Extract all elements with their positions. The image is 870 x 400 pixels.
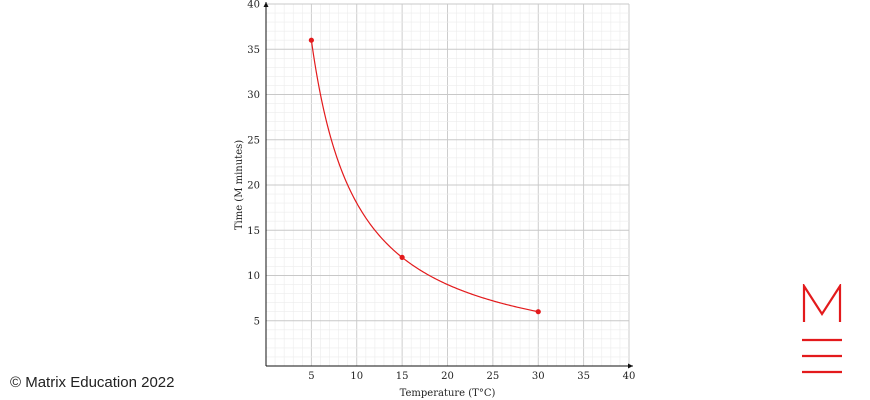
y-tick-label: 25 [247, 135, 260, 146]
chart-axes [263, 2, 633, 369]
series-curve [310, 40, 539, 313]
data-point [535, 309, 541, 315]
matrix-m-logo-icon [802, 284, 842, 374]
y-tick-label: 40 [247, 0, 260, 11]
y-tick-label: 10 [247, 271, 260, 282]
x-tick-label: 30 [532, 371, 545, 382]
x-tick-label: 35 [577, 371, 590, 382]
chart-grid [265, 3, 630, 367]
y-axis-label: Time (M minutes) [234, 140, 245, 230]
data-point [399, 254, 405, 260]
copyright-text: © Matrix Education 2022 [10, 374, 175, 391]
x-tick-label: 15 [396, 371, 409, 382]
x-tick-label: 25 [487, 371, 500, 382]
x-axis-label: Temperature (T°C) [400, 388, 496, 399]
x-tick-label: 40 [623, 371, 636, 382]
x-tick-label: 10 [350, 371, 363, 382]
y-tick-label: 35 [247, 45, 260, 56]
y-tick-label: 30 [247, 90, 260, 101]
x-axis-arrow-icon [628, 363, 633, 369]
x-tick-label: 20 [441, 371, 454, 382]
series-points [308, 37, 541, 315]
y-tick-label: 5 [254, 316, 260, 327]
y-tick-label: 15 [247, 226, 260, 237]
y-tick-label: 20 [247, 181, 260, 192]
data-point [308, 37, 314, 43]
y-axis-arrow-icon [263, 2, 269, 7]
chart-tick-labels: 5 10 15 20 25 30 35 40 5 10 15 20 25 30 35 40 [247, 0, 635, 382]
x-tick-label: 5 [308, 371, 314, 382]
